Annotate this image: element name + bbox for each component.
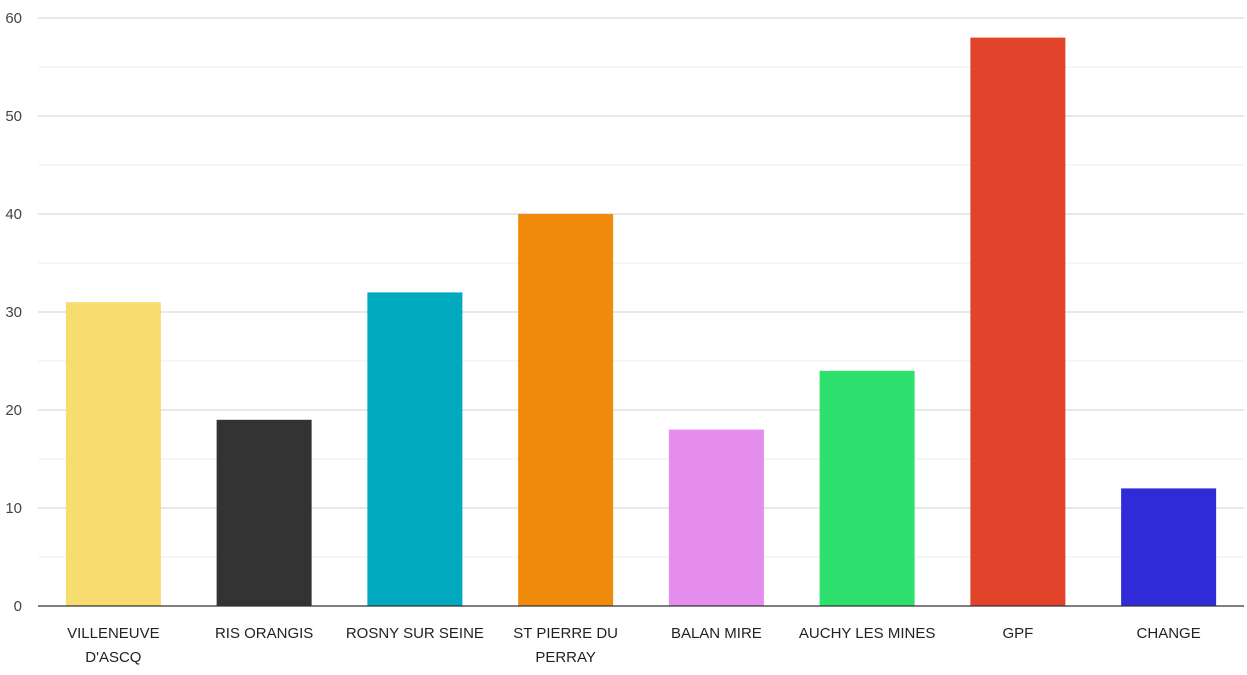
bar: [668, 429, 764, 606]
bar: [970, 37, 1066, 607]
x-tick-label: VILLENEUVE D'ASCQ: [67, 625, 160, 666]
bar: [1121, 488, 1217, 606]
x-tick-label: RIS ORANGIS: [215, 625, 313, 642]
x-tick-label: ST PIERRE DU PERRAY: [513, 625, 618, 666]
y-tick-label: 20: [5, 402, 22, 419]
bar: [819, 370, 915, 606]
y-axis-ticks: 0 10 20 30 40 50 60: [5, 10, 22, 615]
y-tick-label: 60: [5, 10, 22, 27]
x-tick-label: CHANGE: [1137, 625, 1201, 642]
bar: [65, 302, 161, 606]
y-tick-label: 30: [5, 304, 22, 321]
y-tick-label: 0: [14, 598, 22, 615]
bar: [518, 214, 614, 606]
x-tick-label: GPF: [1002, 625, 1033, 642]
y-tick-label: 10: [5, 500, 22, 517]
x-tick-label: AUCHY LES MINES: [799, 625, 935, 642]
x-axis-ticks: VILLENEUVE D'ASCQ RIS ORANGIS ROSNY SUR SEI…: [67, 625, 1201, 666]
bar: [367, 292, 463, 606]
y-tick-label: 40: [5, 206, 22, 223]
x-tick-label: BALAN MIRE: [671, 625, 762, 642]
bars: [65, 37, 1217, 607]
x-tick-label: ROSNY SUR SEINE: [346, 625, 484, 642]
y-tick-label: 50: [5, 108, 22, 125]
bar: [216, 419, 312, 606]
